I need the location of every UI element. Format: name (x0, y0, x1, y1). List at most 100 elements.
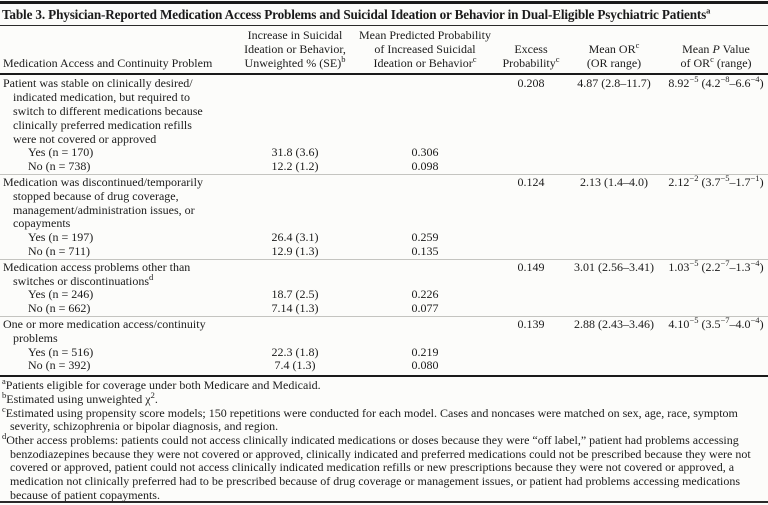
no-label: No (n = 662) (28, 301, 91, 316)
cell-empty (564, 231, 664, 245)
cell-increase: 7.4 (1.3) (274, 358, 316, 373)
cell-empty (498, 346, 564, 360)
section-3-label-row: Medication access problems other than swi… (0, 258, 768, 289)
footnote-a-marker: a (2, 376, 6, 387)
yes-label: Yes (n = 246) (28, 287, 94, 302)
bottom-rule (0, 501, 768, 503)
cell-empty (352, 258, 498, 289)
top-rule (0, 1, 768, 4)
footnote-rule (0, 375, 768, 378)
section-2-no-row: No (n = 711) 12.9 (1.3) 0.135 (0, 243, 768, 259)
cell-mean-p-value: 8.92−5 (4.2−8–6.6−4) (668, 74, 764, 91)
cell-mean-p-value: 4.10−5 (3.5−7–4.0−4) (664, 316, 768, 346)
section-1-yes-row: Yes (n = 170) 31.8 (3.6) 0.306 (0, 146, 768, 160)
footnote-c-text: Estimated using propensity score models;… (5, 405, 738, 434)
col-header-mean-or: Mean ORc (OR range) (564, 26, 664, 76)
yes-label: Yes (n = 197) (28, 230, 94, 245)
cell-excess-probability: 0.139 (498, 315, 564, 346)
cell-empty (564, 302, 664, 316)
cell-empty (498, 245, 564, 259)
cell-empty (238, 315, 352, 346)
cell-empty (564, 146, 664, 160)
col-header-problem: Medication Access and Continuity Problem (0, 26, 238, 76)
problem-label: Patient was stable on clinically desired… (3, 76, 203, 146)
problem-label: Medication was discontinued/temporarily s… (0, 173, 238, 232)
cell-increase: 12.2 (1.2) (271, 159, 319, 174)
footnote-b-text: Estimated using unweighted χ2. (6, 389, 158, 406)
cell-mean-p-value: 1.03−5 (2.2−7–1.3−4) (664, 259, 768, 289)
cell-increase: 26.4 (3.1) (271, 230, 319, 245)
cell-predicted-probability: 0.135 (411, 243, 439, 258)
section-1-label-row: Patient was stable on clinically desired… (0, 74, 768, 146)
cell-increase: 12.9 (1.3) (271, 243, 319, 258)
cell-predicted-probability: 0.080 (411, 358, 439, 373)
footnote-d: dOther access problems: patients could n… (2, 430, 764, 503)
cell-predicted-probability: 0.077 (411, 301, 439, 316)
cell-excess-probability: 0.208 (517, 76, 545, 91)
cell-excess-probability: 0.124 (498, 173, 564, 232)
cell-empty (564, 160, 664, 174)
table-header: Medication Access and Continuity Problem… (0, 26, 768, 76)
problem-label: One or more medication access/continuity… (0, 315, 238, 346)
data-table: Medication Access and Continuity Problem… (0, 26, 768, 373)
cell-empty (498, 359, 564, 373)
cell-empty (238, 258, 352, 289)
footnote-b: bEstimated using unweighted χ2. (2, 389, 764, 407)
cell-empty (664, 346, 768, 360)
cell-mean-p-value: 2.12−2 (3.7−5–1.7−1) (664, 174, 768, 232)
cell-empty (664, 288, 768, 302)
problem-label: Medication access problems other than swi… (0, 258, 238, 289)
section-4-yes-row: Yes (n = 516) 22.3 (1.8) 0.219 (0, 344, 768, 360)
cell-mean-or: 3.01 (2.56–3.41) (564, 258, 664, 289)
no-label: No (n = 392) (28, 358, 91, 373)
cell-empty (664, 231, 768, 245)
cell-predicted-probability: 0.219 (411, 344, 439, 359)
footnote-a: aPatients eligible for coverage under bo… (2, 376, 764, 393)
cell-increase: 22.3 (1.8) (271, 344, 319, 359)
cell-predicted-probability: 0.226 (411, 287, 439, 302)
cell-predicted-probability: 0.098 (411, 159, 439, 174)
cell-empty (564, 359, 664, 373)
no-label: No (n = 738) (28, 159, 91, 174)
footnote-a-text: Patients eligible for coverage under bot… (5, 378, 321, 393)
footnote-d-text: Other access problems: patients could no… (6, 432, 751, 502)
col-header-excess-probability: Excess Probabilityc (498, 26, 564, 76)
col-header-mean-p-value: Mean P Value of ORc (range) (664, 26, 768, 76)
section-2-label-row: Medication was discontinued/temporarily s… (0, 173, 768, 232)
cell-empty (564, 245, 664, 259)
col-header-increase: Increase in Suicidal Ideation or Behavior… (238, 26, 352, 76)
cell-empty (238, 74, 352, 146)
cell-predicted-probability: 0.306 (411, 145, 439, 160)
section-3-no-row: No (n = 662) 7.14 (1.3) 0.077 (0, 301, 768, 316)
footnotes: aPatients eligible for coverage under bo… (0, 377, 768, 502)
table-title: Table 3. Physician-Reported Medication A… (0, 4, 768, 26)
table-title-superscript: a (706, 5, 711, 16)
footnote-d-marker: d (2, 430, 7, 441)
section-4-label-row: One or more medication access/continuity… (0, 315, 768, 346)
cell-mean-or: 2.88 (2.43–3.46) (564, 315, 664, 346)
cell-empty (498, 160, 564, 174)
cell-empty (664, 359, 768, 373)
yes-label: Yes (n = 516) (28, 344, 94, 359)
cell-mean-or: 2.13 (1.4–4.0) (564, 173, 664, 232)
section-3-yes-row: Yes (n = 246) 18.7 (2.5) 0.226 (0, 288, 768, 302)
cell-increase: 31.8 (3.6) (271, 145, 319, 160)
cell-empty (498, 231, 564, 245)
cell-empty (352, 74, 498, 146)
cell-increase: 18.7 (2.5) (271, 287, 319, 302)
col-header-mean-predicted-probability: Mean Predicted Probability of Increased S… (352, 26, 498, 76)
yes-label: Yes (n = 170) (28, 145, 94, 160)
cell-empty (498, 288, 564, 302)
cell-mean-or: 4.87 (2.8–11.7) (577, 76, 651, 91)
cell-empty (352, 315, 498, 346)
cell-empty (498, 146, 564, 160)
table-title-text: Table 3. Physician-Reported Medication A… (2, 7, 707, 22)
cell-excess-probability: 0.149 (498, 258, 564, 289)
header-row: Medication Access and Continuity Problem… (0, 26, 768, 76)
cell-empty (352, 173, 498, 232)
cell-predicted-probability: 0.259 (411, 230, 439, 245)
no-label: No (n = 711) (28, 243, 90, 258)
footnote-c: cEstimated using propensity score models… (2, 404, 764, 434)
cell-empty (564, 346, 664, 360)
cell-increase: 7.14 (1.3) (271, 301, 319, 316)
